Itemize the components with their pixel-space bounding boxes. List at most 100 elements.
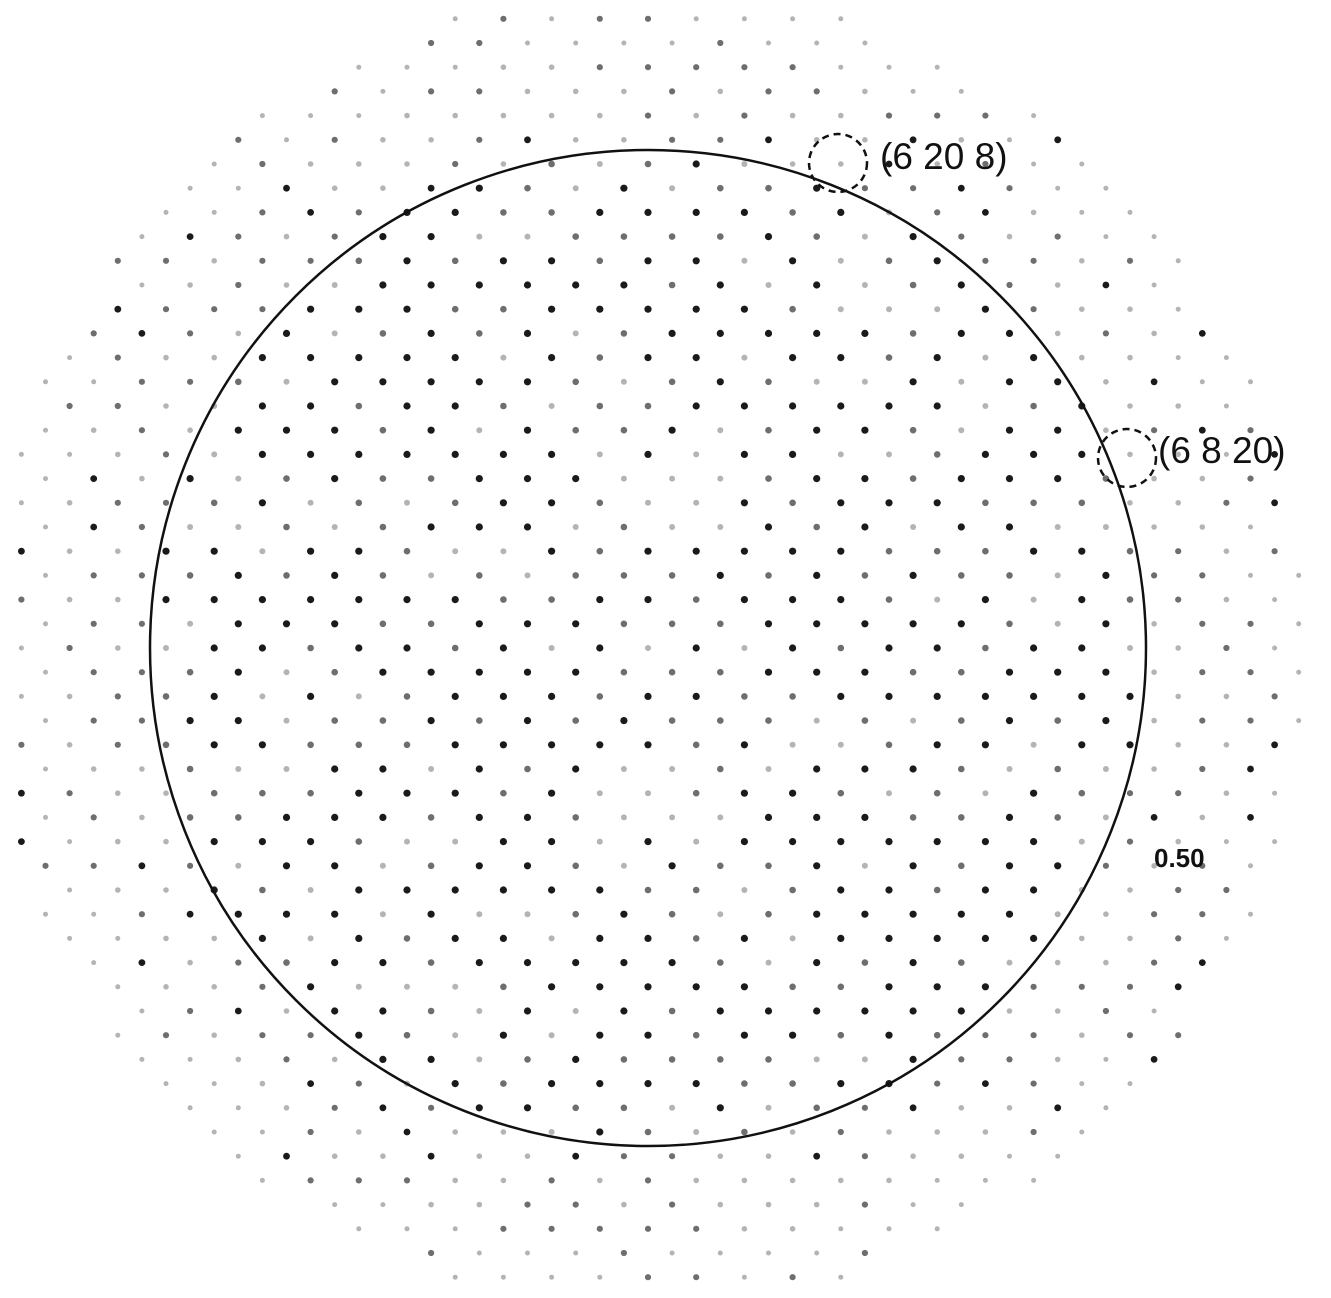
diffraction-spot [234,620,242,628]
diffraction-spot [885,257,893,265]
diffraction-spot [1030,644,1038,652]
diffraction-spot [838,1226,844,1232]
diffraction-spot [427,523,435,531]
diffraction-spot [717,911,724,918]
diffraction-spot [837,354,845,362]
diffraction-spot [596,1225,603,1232]
diffraction-spot [885,112,893,119]
diffraction-spot [668,959,676,967]
diffraction-spot [909,426,917,434]
diffraction-spot [765,136,772,144]
diffraction-spot [717,136,724,143]
diffraction-spot [837,596,845,604]
diffraction-spot [403,741,411,749]
diffraction-spot [379,1104,387,1112]
diffraction-spot [1079,209,1085,215]
diffraction-spot [620,1056,628,1063]
diffraction-spot [18,547,25,555]
diffraction-spot [90,620,97,627]
diffraction-spot [18,645,24,651]
diffraction-spot [90,862,97,869]
diffraction-spot [475,523,483,531]
diffraction-spot [163,209,169,215]
diffraction-spot [716,329,724,337]
diffraction-spot [572,1008,579,1014]
diffraction-spot [717,959,724,966]
diffraction-spot [162,693,170,700]
diffraction-spot [861,1153,869,1160]
diffraction-spot [356,161,362,167]
diffraction-spot [187,959,193,966]
diffraction-spot [1127,354,1133,361]
diffraction-spot [115,451,121,458]
diffraction-spot [475,378,483,386]
diffraction-spot [789,450,797,458]
diffraction-spot [1151,234,1157,240]
diffraction-spot [1151,427,1158,434]
diffraction-spot [1248,911,1253,917]
diffraction-spot [355,838,363,845]
diffraction-spot [1151,524,1157,530]
diffraction-spot [1005,329,1014,337]
diffraction-spot [548,1032,555,1039]
diffraction-spot [813,813,821,822]
diffraction-spot [90,523,98,531]
diffraction-spot [307,741,314,749]
diffraction-spot [1079,354,1085,361]
diffraction-spot [934,1226,940,1232]
diffraction-spot [476,1056,483,1063]
diffraction-spot [187,1056,193,1062]
diffraction-spot [644,692,652,701]
diffraction-spot [283,282,290,288]
diffraction-spot [885,741,893,749]
diffraction-spot [115,935,121,941]
diffraction-spot [234,910,242,918]
diffraction-spot [716,1104,724,1112]
diffraction-spot [909,475,917,482]
diffraction-spot [764,668,773,676]
diffraction-spot [1054,1104,1062,1112]
diffraction-spot [885,692,893,701]
diffraction-spot [716,1007,724,1015]
diffraction-spot [1054,378,1062,386]
diffraction-spot [838,16,844,22]
diffraction-spot [693,1177,699,1184]
diffraction-spot [138,523,145,531]
diffraction-spot [308,113,314,119]
diffraction-spot [572,620,580,628]
diffraction-spot [187,620,194,627]
diffraction-spot [861,475,869,483]
diffraction-spot [115,887,121,893]
diffraction-spot [1007,1153,1012,1159]
diffraction-spot [1054,959,1061,966]
diffraction-spot [1054,911,1061,918]
diffraction-spot [693,64,700,71]
diffraction-spot [548,838,556,846]
diffraction-spot [1030,402,1037,410]
diffraction-spot [596,1080,604,1088]
diffraction-spot [475,184,483,192]
diffraction-spot [740,499,749,507]
diffraction-spot [307,838,315,846]
diffraction-spot [1271,548,1278,555]
diffraction-spot [1199,814,1206,821]
diffraction-spot [452,64,458,70]
diffraction-spot [1199,475,1206,482]
diffraction-spot [1127,645,1133,651]
diffraction-spot [837,1080,845,1088]
diffraction-spot [379,813,387,822]
diffraction-spot [1223,742,1230,748]
diffraction-spot [499,450,507,458]
diffraction-spot [958,1056,965,1063]
diffraction-spot [572,426,579,434]
diffraction-spot [258,838,266,846]
diffraction-spot [1199,765,1206,773]
diffraction-spot [1199,524,1206,530]
diffraction-spot [620,281,628,289]
diffraction-spot [163,935,169,942]
diffraction-spot [1054,765,1061,773]
diffraction-spot [813,1201,820,1208]
diffraction-spot [18,596,25,603]
diffraction-spot [1223,693,1230,700]
diffraction-spot [1005,862,1014,870]
